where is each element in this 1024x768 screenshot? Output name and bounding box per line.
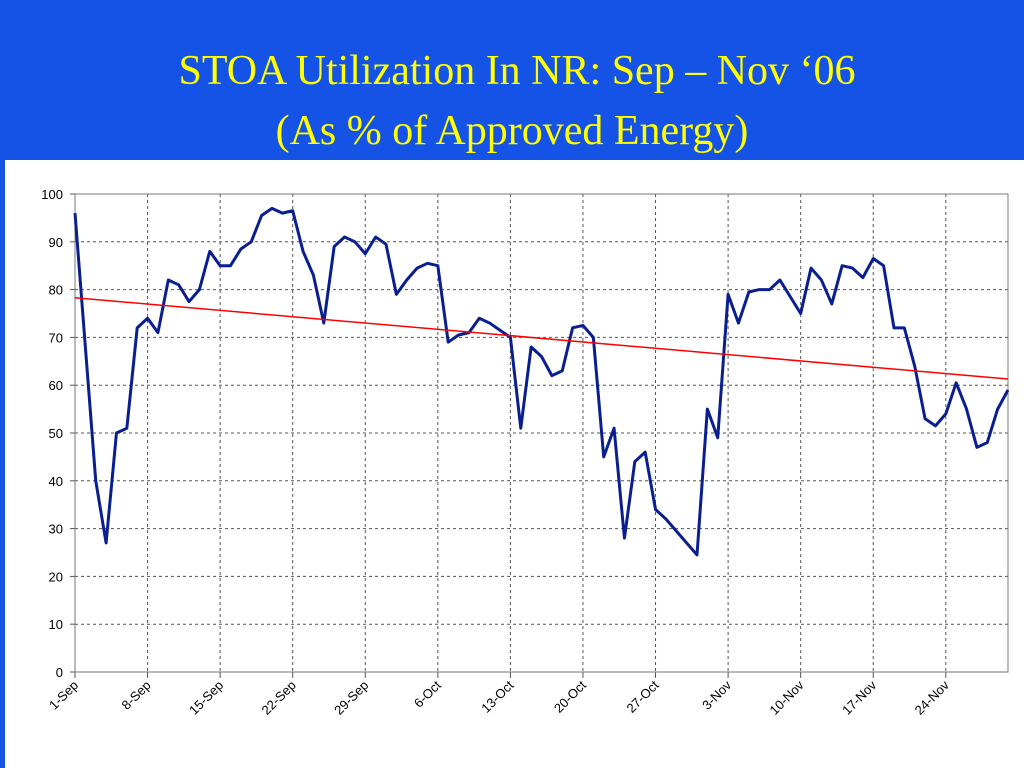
y-tick-label: 50 [49, 426, 63, 441]
y-tick-label: 40 [49, 474, 63, 489]
y-tick-label: 80 [49, 283, 63, 298]
chart-panel [5, 160, 1024, 768]
chart-title: STOA Utilization In NR: Sep – Nov ‘06 [178, 48, 855, 94]
y-tick-label: 60 [49, 378, 63, 393]
y-tick-label: 70 [49, 330, 63, 345]
y-tick-label: 90 [49, 235, 63, 250]
y-tick-label: 30 [49, 522, 63, 537]
plot-frame [74, 193, 1009, 673]
y-tick-label: 0 [56, 665, 63, 680]
y-tick-label: 20 [49, 569, 63, 584]
chart-subtitle: (As % of Approved Energy) [276, 108, 749, 154]
trend-line [74, 296, 1009, 380]
y-tick-label: 100 [41, 187, 63, 202]
data-line [73, 206, 1010, 557]
y-tick-label: 10 [49, 617, 63, 632]
